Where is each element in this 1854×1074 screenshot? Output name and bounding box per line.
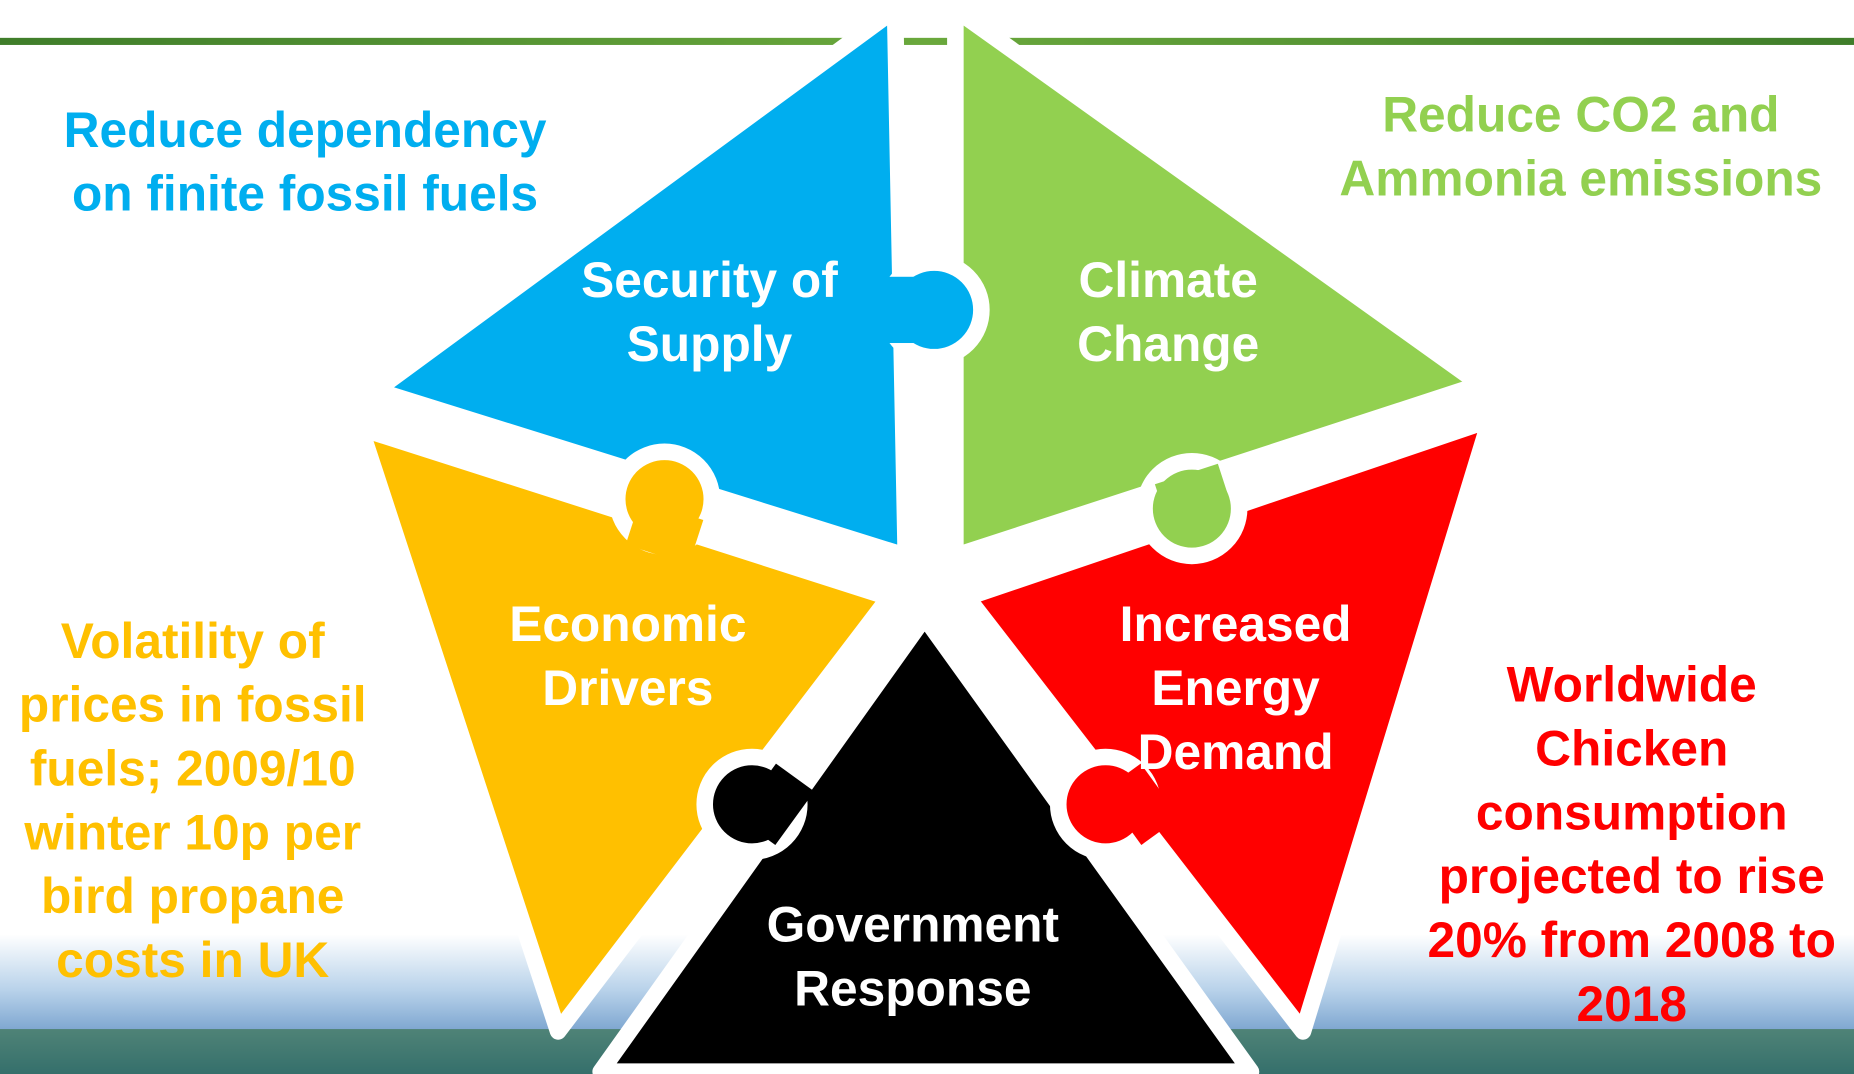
- note-text: Chicken: [1535, 720, 1728, 776]
- diagram: Reduce dependency on finite fossil fuels R…: [0, 0, 1854, 1074]
- note-text: Ammonia emissions: [1339, 150, 1822, 206]
- note-text: projected to rise: [1439, 848, 1825, 904]
- note-text: costs in UK: [56, 932, 329, 988]
- note-text: consumption: [1476, 784, 1788, 840]
- piece-label: Change: [1077, 316, 1259, 372]
- piece-label: Climate: [1079, 252, 1258, 308]
- header-bar: [0, 38, 1854, 45]
- note-text: 20% from 2008 to: [1428, 912, 1836, 968]
- note-text: fuels; 2009/10: [30, 741, 356, 797]
- note-text: on finite fossil fuels: [72, 166, 538, 222]
- note-text: Volatility of: [61, 613, 325, 669]
- piece-label: Economic: [509, 596, 746, 652]
- piece-label: Energy: [1151, 660, 1320, 716]
- note-text: 2018: [1576, 976, 1686, 1032]
- piece-label: Drivers: [542, 660, 713, 716]
- note-text: winter 10p per: [23, 804, 361, 860]
- page: Reduce dependency on finite fossil fuels R…: [0, 0, 1854, 1074]
- piece-label: Demand: [1138, 724, 1334, 780]
- note-text: Worldwide: [1507, 657, 1757, 713]
- note-text: Reduce dependency: [64, 102, 547, 158]
- knob-blue-join: [875, 277, 922, 343]
- piece-label: Increased: [1120, 596, 1352, 652]
- piece-label: Security of: [581, 252, 838, 308]
- note-text: prices in fossil: [19, 677, 367, 733]
- note-text: bird propane: [41, 868, 344, 924]
- piece-label: Government: [767, 897, 1059, 953]
- piece-label: Supply: [627, 316, 793, 372]
- piece-label: Response: [794, 961, 1031, 1017]
- note-text: Reduce CO2 and: [1382, 86, 1779, 142]
